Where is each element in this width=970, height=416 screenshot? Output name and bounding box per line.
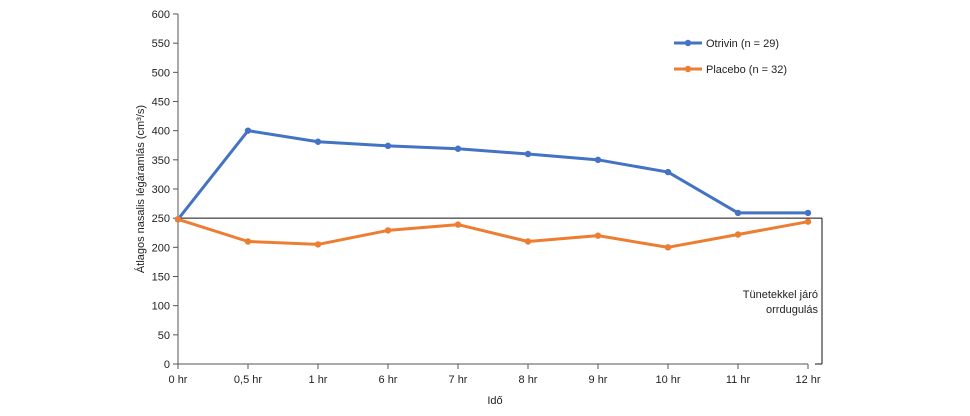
data-point-otrivin bbox=[384, 142, 392, 150]
y-tick-label: 100 bbox=[152, 301, 170, 313]
data-point-otrivin bbox=[804, 209, 812, 217]
data-point-placebo bbox=[664, 244, 672, 251]
x-tick-label: 0,5 hr bbox=[234, 374, 262, 386]
data-point-otrivin bbox=[594, 156, 602, 164]
x-tick-label: 1 hr bbox=[309, 374, 328, 386]
x-tick-label: 11 hr bbox=[726, 374, 751, 386]
legend-marker-placebo bbox=[684, 65, 692, 73]
y-tick-label: 150 bbox=[152, 272, 170, 284]
axes: 0 50 100 150 200 250 300 350 400 450 500 550 600 0 hr… bbox=[152, 9, 821, 386]
data-point-otrivin bbox=[454, 145, 462, 152]
data-point-placebo bbox=[384, 227, 392, 234]
data-point-otrivin bbox=[244, 127, 252, 134]
series-group bbox=[174, 127, 812, 251]
series-line-otrivin bbox=[176, 129, 808, 221]
threshold-label-line2: orrdugulás bbox=[766, 304, 818, 316]
threshold-label-line1: Tünetekkel járó bbox=[743, 289, 818, 301]
data-point-placebo bbox=[454, 221, 462, 228]
data-point-otrivin bbox=[524, 150, 532, 158]
threshold-group bbox=[178, 217, 823, 365]
y-tick-label: 300 bbox=[152, 184, 170, 196]
y-tick-label: 500 bbox=[152, 67, 170, 79]
y-tick-label: 450 bbox=[152, 97, 170, 109]
data-point-placebo bbox=[594, 232, 602, 239]
y-tick-label: 50 bbox=[158, 330, 170, 342]
x-tick-label: 9 hr bbox=[589, 374, 608, 386]
legend-label-placebo: Placebo (n = 32) bbox=[706, 64, 787, 76]
y-tick-label: 250 bbox=[152, 213, 170, 225]
y-tick-label: 350 bbox=[152, 155, 170, 167]
data-point-otrivin bbox=[314, 138, 322, 145]
y-tick-label: 0 bbox=[164, 359, 170, 371]
x-tick-label: 12 hr bbox=[795, 374, 820, 386]
data-point-otrivin bbox=[664, 168, 672, 176]
series-line-placebo bbox=[177, 217, 809, 249]
data-point-placebo bbox=[314, 241, 322, 248]
data-point-placebo bbox=[804, 218, 812, 225]
x-tick-label: 7 hr bbox=[449, 374, 468, 386]
data-point-placebo bbox=[524, 238, 532, 245]
y-tick-label: 200 bbox=[152, 242, 170, 254]
y-tick-label: 400 bbox=[152, 126, 170, 138]
x-tick-label: 0 hr bbox=[169, 374, 188, 386]
data-point-placebo bbox=[244, 238, 252, 245]
legend-label-otrivin: Otrivin (n = 29) bbox=[706, 38, 779, 50]
x-tick-label: 6 hr bbox=[379, 374, 398, 386]
x-tick-label: 10 hr bbox=[655, 374, 680, 386]
y-tick-label: 600 bbox=[152, 9, 170, 21]
x-tick-label: 8 hr bbox=[519, 374, 538, 386]
data-point-placebo bbox=[734, 231, 742, 238]
x-axis-title: Idő bbox=[487, 395, 502, 407]
legend-marker-otrivin bbox=[684, 39, 692, 47]
legend: Otrivin (n = 29) Placebo (n = 32) bbox=[674, 38, 787, 76]
y-tick-label: 550 bbox=[152, 38, 170, 50]
data-point-placebo bbox=[174, 216, 182, 223]
y-axis-title: Átlagos nasalis légáramlás (cm³/s) bbox=[134, 105, 147, 273]
data-point-otrivin bbox=[734, 209, 742, 217]
